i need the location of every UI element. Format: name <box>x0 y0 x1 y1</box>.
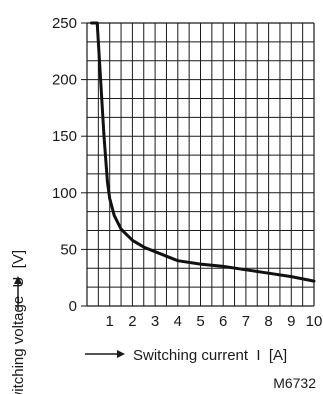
y-tick-label: 150 <box>52 128 77 145</box>
plot-grid <box>81 22 315 307</box>
x-axis-title-group: Switching current I [A] <box>85 347 287 364</box>
x-tick-label: 3 <box>151 313 159 330</box>
y-tick-label: 50 <box>60 241 77 258</box>
x-tick-label: 10 <box>306 313 323 330</box>
y-tick-label: 200 <box>52 72 77 89</box>
x-axis-arrow-head <box>117 350 125 358</box>
series-line <box>90 21 316 283</box>
x-tick-label: 1 <box>106 313 114 330</box>
x-tick-label: 8 <box>264 313 272 330</box>
series-layer <box>90 21 316 283</box>
y-tick-label: 0 <box>69 298 77 315</box>
x-axis-label: Switching current I [A] <box>133 347 287 364</box>
x-tick-label: 5 <box>196 313 204 330</box>
y-axis-title-group: Switching voltage U [V] <box>10 250 27 394</box>
y-tick-label: 100 <box>52 185 77 202</box>
y-axis-arrow-head <box>14 276 22 284</box>
x-tick-label: 9 <box>287 313 295 330</box>
figure-code: M6732 <box>273 375 316 391</box>
y-axis-label: Switching voltage U [V] <box>10 250 27 394</box>
x-tick-label: 2 <box>128 313 136 330</box>
tick-labels: 0 50 100 150 200 250 1 2 3 4 5 6 7 8 9 10 <box>52 15 322 330</box>
y-tick-label: 250 <box>52 15 77 32</box>
x-tick-label: 7 <box>242 313 250 330</box>
x-tick-label: 6 <box>219 313 227 330</box>
x-tick-label: 4 <box>174 313 182 330</box>
